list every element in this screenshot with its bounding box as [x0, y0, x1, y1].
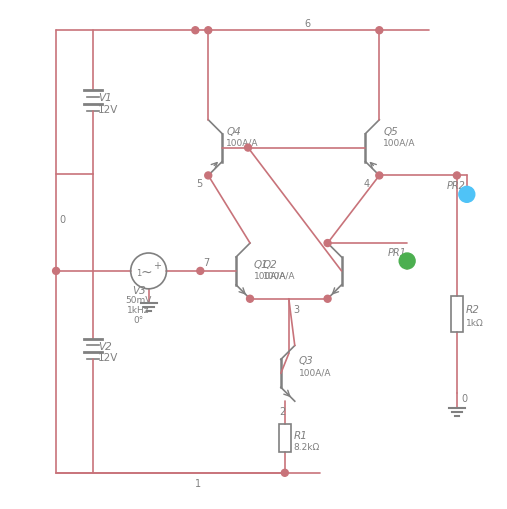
Text: 0: 0	[462, 393, 468, 404]
Text: 8.2kΩ: 8.2kΩ	[294, 442, 320, 451]
Text: 0: 0	[59, 215, 65, 225]
Circle shape	[324, 296, 331, 303]
Text: 12V: 12V	[98, 105, 118, 115]
Text: PR1: PR1	[387, 247, 406, 258]
Text: 1: 1	[136, 269, 141, 278]
Text: +: +	[154, 261, 162, 270]
Text: 100A/A: 100A/A	[383, 138, 416, 147]
Circle shape	[459, 187, 475, 203]
Text: 1kΩ: 1kΩ	[466, 318, 484, 327]
Text: 100A/A: 100A/A	[299, 367, 331, 377]
Text: 100A/A: 100A/A	[254, 271, 286, 280]
Text: V1: V1	[98, 93, 112, 103]
Text: Q4: Q4	[226, 126, 241, 136]
Text: 12V: 12V	[98, 353, 118, 363]
Circle shape	[192, 27, 199, 35]
Text: 1kHz: 1kHz	[127, 305, 150, 314]
Text: Q3: Q3	[299, 356, 313, 366]
Text: 5: 5	[196, 179, 203, 189]
Text: V3: V3	[132, 285, 146, 295]
Text: Q2: Q2	[263, 260, 278, 269]
Text: 7: 7	[203, 258, 209, 267]
Circle shape	[281, 469, 288, 476]
Text: PR2: PR2	[447, 181, 466, 191]
Bar	[451, 296, 463, 332]
Bar	[279, 424, 291, 452]
Text: 4: 4	[364, 179, 370, 189]
Circle shape	[376, 27, 383, 35]
Text: R1: R1	[294, 430, 308, 440]
Text: 100A/A: 100A/A	[263, 271, 296, 280]
Text: 50mV: 50mV	[125, 295, 152, 304]
Text: Q5: Q5	[383, 126, 398, 136]
Circle shape	[453, 173, 460, 180]
Text: 0°: 0°	[133, 315, 144, 324]
Circle shape	[197, 268, 204, 275]
Circle shape	[205, 27, 212, 35]
Text: v: v	[405, 258, 410, 267]
Text: 100A/A: 100A/A	[226, 138, 259, 147]
Circle shape	[246, 296, 254, 303]
Text: ~: ~	[141, 265, 153, 279]
Text: v: v	[464, 191, 469, 201]
Text: V2: V2	[98, 341, 112, 351]
Text: Q1: Q1	[254, 260, 269, 269]
Circle shape	[205, 173, 212, 180]
Text: 6: 6	[305, 19, 311, 29]
Text: R2: R2	[466, 304, 480, 314]
Circle shape	[376, 173, 383, 180]
Text: 2: 2	[279, 406, 285, 416]
Circle shape	[399, 253, 415, 269]
Circle shape	[244, 145, 251, 152]
Circle shape	[53, 268, 59, 275]
Text: 3: 3	[294, 304, 300, 314]
Circle shape	[324, 240, 331, 247]
Text: 1: 1	[195, 478, 201, 488]
